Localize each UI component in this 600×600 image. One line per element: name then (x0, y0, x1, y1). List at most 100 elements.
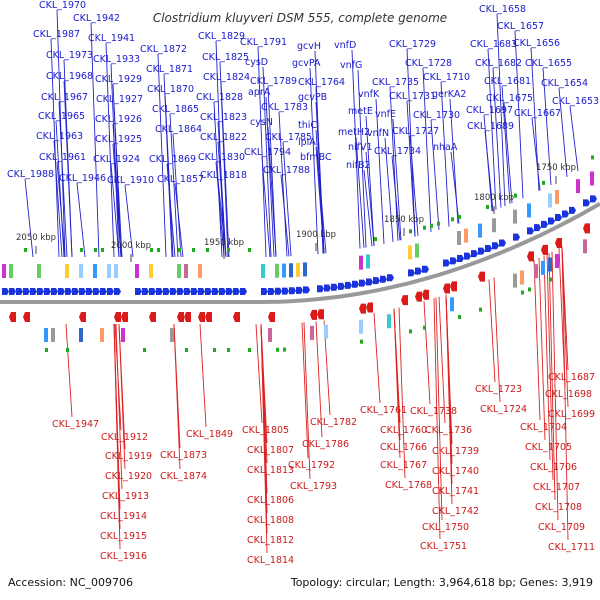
leader-line-bottom (315, 321, 323, 438)
marker-dot (227, 248, 230, 252)
marker-dot (514, 193, 517, 198)
forward-gene-arrow (219, 288, 226, 295)
forward-gene-arrow (65, 288, 72, 295)
gene-label-top: CKL_1654 (541, 78, 588, 89)
feature-box-top (149, 264, 153, 278)
forward-gene-arrow (331, 283, 338, 291)
leader-line-top (351, 49, 361, 249)
gene-label-bottom: CKL_1808 (247, 515, 294, 526)
gene-label-bottom: CKL_1912 (101, 432, 148, 443)
forward-gene-arrow (156, 288, 163, 295)
feature-box-top (415, 243, 419, 258)
leader-line-bottom (260, 323, 268, 554)
leader-line-top (262, 66, 272, 257)
gene-label-top: CKL_1910 (107, 175, 154, 186)
leader-line-top (449, 98, 459, 224)
gene-label-top: CKL_1682 (475, 58, 522, 69)
gene-label-top: CKL_1764 (298, 77, 345, 88)
feature-box-top (93, 264, 97, 278)
leader-line-bottom (493, 277, 501, 403)
feature-box-top (198, 264, 202, 278)
marker-dot (409, 329, 412, 334)
reverse-gene-arrow (541, 244, 548, 255)
feature-box-bottom (520, 270, 524, 285)
leader-line-top (76, 182, 86, 258)
gene-label-top: CKL_1961 (39, 152, 86, 163)
feature-box-top (492, 218, 496, 233)
gene-label-bottom: CKL_1919 (105, 451, 152, 462)
gene-label-top: lplA (298, 137, 316, 148)
leader-line-top (569, 105, 579, 172)
leader-line-top (389, 86, 399, 241)
forward-gene-arrow (2, 288, 9, 295)
leader-line-bottom (488, 279, 496, 383)
feature-box-top (37, 264, 41, 278)
gene-label-bottom: CKL_1812 (247, 535, 294, 546)
marker-dot (227, 348, 230, 352)
marker-dot (458, 215, 461, 220)
forward-gene-arrow (443, 259, 450, 267)
leader-line-bottom (423, 301, 431, 405)
gene-label-bottom: CKL_1742 (432, 506, 479, 517)
leader-line-top (365, 151, 375, 246)
forward-gene-arrow (205, 288, 212, 295)
gene-label-bottom: CKL_1741 (432, 486, 479, 497)
marker-dot (276, 347, 279, 352)
kbp-tick-label: 1750 kbp (536, 163, 576, 173)
forward-gene-arrow (317, 285, 324, 293)
reverse-gene-arrow (184, 312, 191, 322)
forward-gene-arrow (359, 279, 366, 287)
forward-gene-arrow (373, 277, 380, 285)
leader-line-bottom (113, 323, 121, 550)
forward-gene-arrow (366, 278, 373, 286)
marker-dot (423, 225, 426, 230)
feature-box-top (408, 245, 412, 260)
gene-label-bottom: CKL_1699 (548, 409, 595, 420)
feature-box-top (513, 209, 517, 224)
forward-gene-arrow (471, 250, 478, 258)
gene-label-top: gcvPA (292, 58, 321, 69)
leader-line-top (365, 115, 375, 246)
forward-gene-arrow (548, 217, 555, 225)
leader-line-top (53, 140, 63, 258)
marker-dot (143, 348, 146, 352)
reverse-gene-arrow (233, 312, 240, 322)
reverse-gene-arrow (198, 312, 205, 322)
feature-box-top (303, 262, 307, 277)
gene-label-bottom: CKL_1751 (420, 541, 467, 552)
marker-dot (437, 221, 440, 226)
forward-gene-arrow (485, 244, 492, 252)
leader-line-top (50, 38, 60, 258)
gene-label-bottom: CKL_1706 (530, 462, 577, 473)
forward-gene-arrow (415, 267, 422, 275)
feature-box-top (576, 179, 580, 194)
leader-line-top (391, 155, 401, 241)
gene-label-top: CKL_1667 (514, 108, 561, 119)
feature-box-top (184, 264, 188, 278)
marker-dot (374, 237, 377, 242)
leader-line-top (496, 13, 506, 206)
marker-dot (248, 348, 251, 352)
gene-label-bottom: CKL_1873 (160, 450, 207, 461)
gene-label-top: CKL_1828 (196, 92, 243, 103)
forward-gene-arrow (464, 252, 471, 260)
reverse-gene-arrow (401, 295, 408, 306)
leader-line-bottom (301, 322, 309, 459)
forward-gene-arrow (569, 206, 576, 214)
forward-gene-arrow (345, 281, 352, 289)
marker-dot (542, 180, 545, 185)
feature-box-bottom (79, 328, 83, 342)
gene-label-top: bfmBC (300, 152, 332, 163)
gene-label-bottom: CKL_1704 (520, 422, 567, 433)
gene-label-top: cysD (245, 57, 268, 68)
leader-line-top (355, 136, 365, 248)
feature-box-bottom (548, 257, 552, 272)
feature-box-bottom (555, 254, 559, 269)
gene-label-bottom: CKL_1915 (100, 531, 147, 542)
leader-line-top (430, 119, 440, 230)
feature-box-bottom (583, 239, 587, 254)
gene-label-top: CKL_1924 (93, 154, 140, 165)
forward-gene-arrow (163, 288, 170, 295)
top-leader-lines (24, 9, 579, 258)
gene-label-top: vnfD (334, 40, 356, 51)
